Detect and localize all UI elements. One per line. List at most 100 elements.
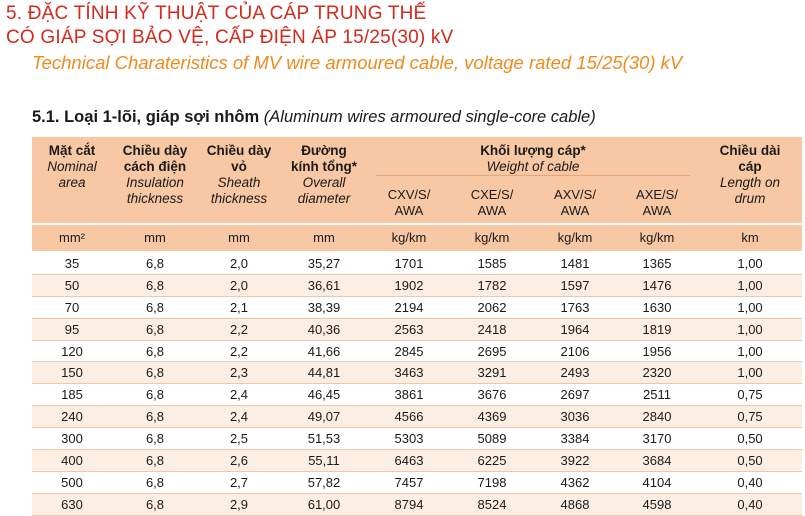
table-cell: 6,8 xyxy=(112,274,198,297)
table-cell: 1630 xyxy=(616,296,699,319)
table-cell: 1481 xyxy=(534,252,616,275)
table-cell: 3684 xyxy=(616,449,699,472)
table-cell: 1,00 xyxy=(698,340,803,363)
table-cell: 1,00 xyxy=(698,318,803,341)
section-title-en: (Aluminum wires armoured single-core cab… xyxy=(263,108,596,126)
table-cell: 3036 xyxy=(534,405,616,429)
table-cell: 46,45 xyxy=(280,383,368,407)
col-header-cxv: CXV/S/AWA xyxy=(368,183,450,224)
table-cell: 6,8 xyxy=(112,471,198,494)
table-cell: 1782 xyxy=(450,274,534,297)
table-cell: 630 xyxy=(32,493,112,516)
table-cell: 3922 xyxy=(534,449,616,472)
table-cell: 3861 xyxy=(368,383,450,407)
table-cell: 2511 xyxy=(616,383,699,407)
table-cell: 8524 xyxy=(450,493,534,516)
table-cell: 185 xyxy=(32,383,112,407)
col-header-diameter: Đường kính tổng* Overall diameter xyxy=(280,137,368,224)
table-cell: 6,8 xyxy=(112,405,198,429)
table-cell: 44,81 xyxy=(280,361,368,385)
unit-cell: kg/km xyxy=(616,223,699,253)
table-cell: 41,66 xyxy=(280,340,368,363)
table-cell: 6,8 xyxy=(112,449,198,472)
table-cell: 2845 xyxy=(368,340,450,363)
table-cell: 1,00 xyxy=(698,252,803,275)
table-cell: 6225 xyxy=(450,449,534,472)
table-row: 150 6,8 2,3 44,81 3463 3291 2493 2320 1,00 xyxy=(32,361,803,385)
table-cell: 500 xyxy=(32,471,112,494)
table-cell: 2062 xyxy=(450,296,534,319)
table-cell: 1819 xyxy=(616,318,699,341)
table-cell: 2493 xyxy=(534,361,616,385)
unit-cell: mm xyxy=(198,223,280,253)
table-cell: 1476 xyxy=(616,274,699,297)
table-row: 240 6,8 2,4 49,07 4566 4369 3036 2840 0,75 xyxy=(32,405,803,429)
table-row: 50 6,8 2,0 36,61 1902 1782 1597 1476 1,00 xyxy=(32,274,803,297)
table-cell: 5089 xyxy=(450,427,534,451)
table-cell: 8794 xyxy=(368,493,450,516)
table-cell: 4362 xyxy=(534,471,616,494)
table-cell: 4566 xyxy=(368,405,450,429)
col-header-length: Chiều dài cáp Length on drum xyxy=(698,137,803,224)
table-cell: 2,4 xyxy=(198,383,280,407)
table-cell: 2,2 xyxy=(198,340,280,363)
table-cell: 3384 xyxy=(534,427,616,451)
table-cell: 6,8 xyxy=(112,318,198,341)
table-cell: 6,8 xyxy=(112,493,198,516)
table-cell: 2,1 xyxy=(198,296,280,319)
table-cell: 0,75 xyxy=(698,405,803,429)
table-cell: 38,39 xyxy=(280,296,368,319)
table-cell: 49,07 xyxy=(280,405,368,429)
table-cell: 1,00 xyxy=(698,274,803,297)
table-cell: 2,0 xyxy=(198,252,280,275)
table-cell: 6463 xyxy=(368,449,450,472)
table-cell: 2,9 xyxy=(198,493,280,516)
table-cell: 6,8 xyxy=(112,427,198,451)
table-cell: 0,50 xyxy=(698,427,803,451)
table-cell: 3463 xyxy=(368,361,450,385)
units-row: mm² mm mm mm kg/km kg/km kg/km kg/km km xyxy=(32,223,803,253)
table-cell: 1585 xyxy=(450,252,534,275)
unit-cell: km xyxy=(698,223,803,253)
section-title-vi: 5.1. Loại 1-lõi, giáp sợi nhôm xyxy=(32,108,260,126)
table-cell: 0,40 xyxy=(698,471,803,494)
title-en: Technical Charateristics of MV wire armo… xyxy=(32,52,683,73)
table-cell: 2,6 xyxy=(198,449,280,472)
table-cell: 2,4 xyxy=(198,405,280,429)
table-cell: 6,8 xyxy=(112,383,198,407)
table-cell: 2106 xyxy=(534,340,616,363)
table-row: 630 6,8 2,9 61,00 8794 8524 4868 4598 0,40 xyxy=(32,493,803,516)
table-cell: 2,7 xyxy=(198,471,280,494)
table-cell: 1365 xyxy=(616,252,699,275)
table-cell: 2840 xyxy=(616,405,699,429)
table-row: 500 6,8 2,7 57,82 7457 7198 4362 4104 0,40 xyxy=(32,471,803,494)
table-cell: 150 xyxy=(32,361,112,385)
table-cell: 120 xyxy=(32,340,112,363)
table-cell: 55,11 xyxy=(280,449,368,472)
table-cell: 1,00 xyxy=(698,361,803,385)
table-cell: 300 xyxy=(32,427,112,451)
table-cell: 70 xyxy=(32,296,112,319)
col-header-cxe: CXE/S/AWA xyxy=(450,183,534,224)
page-title: 5. ĐẶC TÍNH KỸ THUẬT CỦA CÁP TRUNG THẾ C… xyxy=(6,2,454,50)
table-cell: 57,82 xyxy=(280,471,368,494)
table-cell: 2,2 xyxy=(198,318,280,341)
table-cell: 400 xyxy=(32,449,112,472)
table-cell: 0,40 xyxy=(698,493,803,516)
unit-cell: kg/km xyxy=(450,223,534,253)
table-cell: 1597 xyxy=(534,274,616,297)
unit-cell: mm² xyxy=(32,223,112,253)
group-divider xyxy=(376,175,690,176)
table-cell: 0,50 xyxy=(698,449,803,472)
table-cell: 2194 xyxy=(368,296,450,319)
table-cell: 1902 xyxy=(368,274,450,297)
table-cell: 50 xyxy=(32,274,112,297)
col-header-sheath: Chiều dày vỏ Sheath thickness xyxy=(198,137,280,224)
table-cell: 4104 xyxy=(616,471,699,494)
title-vi-line2: CÓ GIÁP SỢI BẢO VỆ, CẤP ĐIỆN ÁP 15/25(30… xyxy=(6,27,454,48)
table-cell: 3170 xyxy=(616,427,699,451)
table-cell: 35,27 xyxy=(280,252,368,275)
table-cell: 1701 xyxy=(368,252,450,275)
table-cell: 6,8 xyxy=(112,340,198,363)
table-cell: 1,00 xyxy=(698,296,803,319)
